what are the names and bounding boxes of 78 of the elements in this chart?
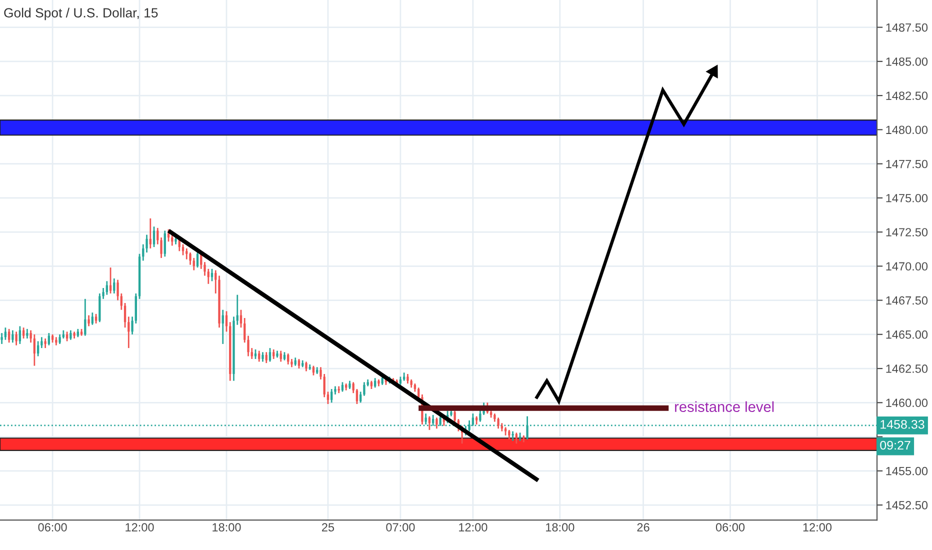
- x-tick-label: 12:00: [803, 523, 832, 532]
- candlestick: [406, 373, 409, 384]
- text: Gold Spot / U.S. Dollar, 15: [4, 8, 158, 20]
- candlestick: [436, 416, 438, 430]
- x-tick-label: 18:00: [212, 523, 241, 532]
- candlestick: [280, 350, 282, 362]
- candlestick: [48, 332, 50, 346]
- candlestick: [240, 309, 242, 328]
- candlestick: [40, 336, 43, 349]
- candlestick: [8, 328, 10, 344]
- candlestick: [128, 316, 130, 349]
- series-label: resistance level: [675, 401, 774, 412]
- candlestick: [15, 330, 18, 346]
- x-tick-label: 12:00: [459, 523, 488, 532]
- candlestick: [262, 351, 264, 362]
- candlestick: [149, 218, 152, 250]
- candlestick: [12, 330, 14, 344]
- y-tick-label: 1462.50: [886, 364, 928, 373]
- x-tick-label: 06:00: [716, 523, 745, 532]
- candlestick: [84, 298, 86, 336]
- candlestick: [4, 326, 7, 341]
- candlestick: [323, 373, 326, 398]
- y-tick-label: 1452.50: [886, 501, 928, 510]
- candlestick: [70, 330, 72, 341]
- candlestick: [258, 350, 260, 362]
- candlestick: [94, 313, 98, 324]
- candlestick: [298, 358, 300, 370]
- text: 09:27: [880, 440, 910, 450]
- candlestick: [164, 230, 166, 258]
- x-tick-label: 06:00: [38, 523, 67, 532]
- candlestick: [91, 312, 94, 326]
- candlestick: [508, 429, 510, 440]
- candlestick: [330, 388, 333, 404]
- candlestick: [222, 309, 224, 345]
- ref-line-label: 1458.33: [880, 420, 924, 429]
- candlestick: [22, 326, 25, 340]
- candlestick: [44, 338, 46, 349]
- x-tick-label: 18:00: [546, 523, 574, 532]
- candlestick: [192, 257, 195, 271]
- candlestick: [305, 361, 308, 372]
- candlestick: [341, 381, 344, 392]
- y-tick-label: 1467.50: [886, 296, 928, 305]
- candlestick: [356, 388, 358, 405]
- x-tick-label: 25: [322, 523, 334, 532]
- candlestick: [186, 248, 188, 260]
- candlestick: [326, 391, 330, 405]
- y-tick-label: 1485.00: [886, 57, 928, 66]
- y-tick-label: 1455.00: [886, 466, 928, 476]
- candlestick: [113, 278, 116, 294]
- candlestick: [88, 314, 90, 327]
- candlestick: [152, 226, 156, 248]
- candlestick: [124, 302, 126, 328]
- candlestick: [512, 430, 514, 442]
- candlestick: [33, 334, 36, 366]
- candlestick: [424, 412, 427, 426]
- candlestick: [207, 268, 210, 285]
- candlestick: [265, 351, 268, 364]
- x-tick-label: 26: [637, 523, 650, 532]
- candlestick: [374, 377, 376, 388]
- x-tick-label: 12:00: [126, 523, 154, 532]
- y-tick-label: 1487.50: [886, 23, 928, 32]
- y-tick-label: 1477.50: [886, 160, 928, 168]
- candlestick: [497, 416, 500, 430]
- candlestick: [352, 381, 354, 394]
- y-tick-label: 1480.00: [886, 126, 928, 134]
- y-tick-label: 1465.00: [886, 330, 928, 339]
- x-tick-label: 07:00: [386, 523, 415, 532]
- y-tick-label: 1472.50: [886, 228, 928, 236]
- candlestick: [36, 340, 40, 357]
- candlestick: [268, 347, 272, 362]
- y-tick-label: 1482.50: [886, 92, 928, 100]
- candlestick: [312, 365, 315, 376]
- y-tick-label: 1470.00: [886, 262, 928, 271]
- y-tick-label: 1460.00: [886, 398, 928, 408]
- candlestick: [428, 416, 431, 431]
- candlestick: [58, 334, 61, 345]
- candlestick: [26, 328, 28, 340]
- y-tick-label: 1475.00: [886, 194, 928, 202]
